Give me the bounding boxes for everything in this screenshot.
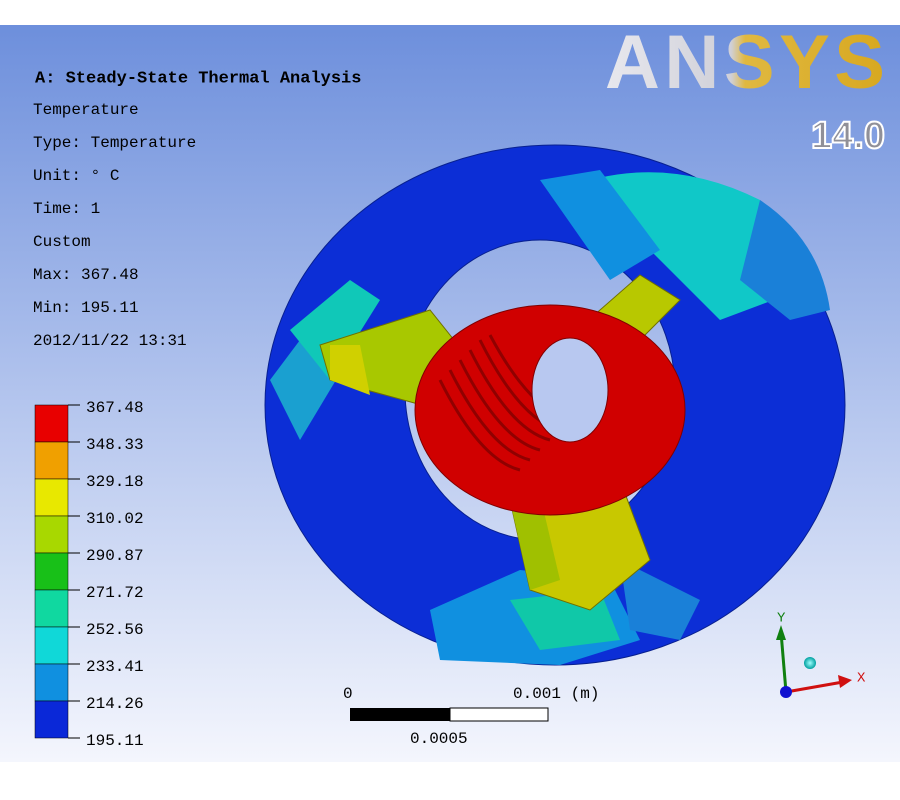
info-line: 2012/11/22 13:31 [33,332,187,350]
header-lines: Temperature Type: Temperature Unit: ° C Tim… [33,101,196,350]
scale-bar-light [449,707,549,722]
logo: ANSYS [605,20,885,105]
axis-x: X [857,671,866,687]
legend-swatch [34,700,69,739]
legend-label: 233.41 [86,658,144,676]
info-line: Min: 195.11 [33,299,139,317]
legend-swatch [34,515,69,554]
scale-mid: 0.0005 [410,730,468,748]
legend-label: 348.33 [86,436,144,454]
axis-y: Y [777,611,786,627]
scale-start: 0 [343,685,353,703]
info-line: Unit: ° C [33,167,119,185]
legend-label: 252.56 [86,621,144,639]
legend-swatch [34,404,69,443]
info-line: Temperature [33,101,139,119]
legend-swatch [34,626,69,665]
legend-swatch [34,589,69,628]
info-line: Custom [33,233,91,251]
legend-label: 329.18 [86,473,144,491]
legend-swatch [34,552,69,591]
legend-label: 214.26 [86,695,144,713]
info-line: Time: 1 [33,200,100,218]
legend-swatch [34,663,69,702]
scale-end: 0.001 (m) [513,685,599,703]
triad [776,625,852,698]
legend-label: 310.02 [86,510,144,528]
legend-label: 367.48 [86,399,144,417]
scale-bar-dark [350,708,450,721]
analysis-title: A: Steady-State Thermal Analysis [35,69,361,88]
legend-swatch [34,441,69,480]
model [264,144,846,666]
legend-label: 271.72 [86,584,144,602]
info-line: Max: 367.48 [33,266,139,284]
info-line: Type: Temperature [33,134,196,152]
legend-swatch [34,478,69,517]
legend: 367.48 348.33 329.18 310.02 290.87 271.72 252.… [34,399,144,750]
legend-label: 195.11 [86,732,144,750]
legend-label: 290.87 [86,547,144,565]
version: 14.0 [811,115,885,157]
